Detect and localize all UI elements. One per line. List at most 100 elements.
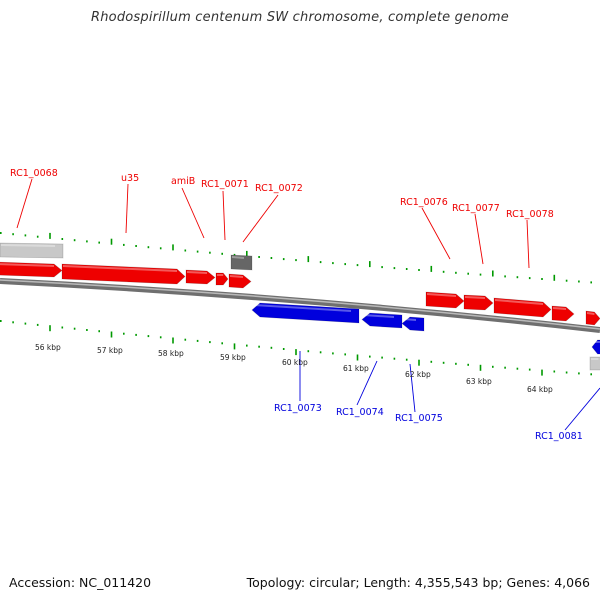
gene-rc1-0072-fwd[interactable] [228, 273, 252, 289]
inner-tick [61, 326, 64, 329]
inner-tick [565, 371, 568, 374]
leader-g72 [242, 194, 279, 243]
gene-rc1-0074-shine [363, 314, 394, 318]
inner-tick [184, 338, 187, 341]
rna-feature[interactable] [0, 242, 64, 259]
inner-tick [73, 327, 76, 330]
outer-tick [282, 258, 285, 261]
outer-tick [430, 265, 433, 272]
outer-tick [553, 274, 556, 281]
outer-tick [356, 264, 359, 267]
gene-label[interactable]: RC1_0071 [201, 179, 249, 190]
kbp-scale-labels: 56 kbp 57 kbp 58 kbp 59 kbp 60 kbp 61 kbp 62 k… [35, 343, 553, 394]
outer-tick [541, 278, 543, 280]
inner-tick [356, 354, 359, 361]
inner-tick [430, 360, 433, 363]
outer-tick [98, 241, 100, 244]
gene-rc1-0076[interactable] [425, 291, 465, 309]
gene-label[interactable]: RC1_0068 [10, 168, 58, 179]
gene-rc1-0079[interactable] [551, 305, 575, 322]
inner-tick [455, 362, 457, 365]
gene-rc1-0078-shine [495, 299, 543, 305]
leader-g71 [222, 190, 226, 241]
inner-tick [393, 357, 396, 360]
gene-label[interactable]: RC1_0078 [506, 209, 554, 220]
kbp-label: 60 kbp [282, 358, 308, 367]
outer-tick [233, 253, 236, 256]
outer-tick [49, 232, 51, 239]
outer-tick [258, 256, 260, 258]
inner-tick [442, 361, 445, 364]
inner-tick [86, 329, 88, 331]
inner-tick [24, 322, 27, 325]
leader-gu35 [125, 183, 129, 234]
inner-tick [209, 341, 211, 344]
outer-tick [61, 238, 64, 240]
rna-feature-2[interactable] [589, 356, 600, 371]
gene-rc1-0073-shine [253, 304, 351, 312]
kbp-label: 64 kbp [527, 385, 553, 394]
gene-rc1-0075-shine [403, 318, 416, 321]
gene-rc1-0068[interactable] [0, 261, 63, 278]
outer-tick [590, 281, 592, 284]
gene-rc1-0081-shine [593, 341, 600, 343]
inner-tick [282, 348, 285, 350]
outer-tick [221, 252, 223, 255]
gene-rc1-0081[interactable] [591, 339, 600, 355]
gene-rc1-0076-shine [427, 293, 456, 297]
outer-tick [209, 251, 211, 254]
gene-rc1-0080[interactable] [585, 310, 600, 326]
inner-tick [344, 353, 346, 356]
inner-tick [246, 344, 248, 347]
inner-tick [0, 320, 2, 322]
gene-label[interactable]: RC1_0077 [452, 203, 500, 214]
outer-tick [147, 246, 150, 249]
inner-tick [492, 365, 494, 368]
gene-rc1-0077[interactable] [463, 294, 494, 311]
gene-label[interactable]: u35 [121, 173, 139, 184]
gene-label[interactable]: amiB [171, 176, 195, 187]
inner-tick [135, 333, 137, 336]
gene-rc1-0074[interactable] [361, 312, 403, 329]
gene-u35[interactable] [61, 263, 186, 285]
gene-label[interactable]: RC1_0073 [274, 403, 322, 414]
outer-tick [528, 277, 531, 280]
gene-amib[interactable] [185, 269, 216, 285]
inner-tick [98, 330, 100, 333]
gene-label[interactable]: RC1_0074 [336, 407, 384, 418]
leader-g78 [526, 219, 530, 269]
chromosome-backbone [0, 278, 600, 333]
gene-rc1-0079-shine [553, 307, 566, 310]
inner-tick [504, 366, 506, 369]
gene-rc1-0073[interactable] [251, 302, 360, 324]
outer-tick [307, 256, 310, 263]
gene-label[interactable]: RC1_0075 [395, 413, 443, 424]
kbp-label: 61 kbp [343, 364, 369, 373]
kbp-label: 63 kbp [466, 377, 492, 386]
leader-g68 [16, 178, 33, 229]
map-title: Rhodospirillum centenum SW chromosome, c… [91, 10, 509, 25]
gene-rc1-0072[interactable] [230, 254, 253, 271]
gene-rc1-0078[interactable] [493, 297, 552, 318]
gene-label[interactable]: RC1_0081 [535, 431, 583, 442]
kbp-label: 59 kbp [220, 353, 246, 362]
inner-tick [233, 343, 236, 350]
inner-tick [196, 339, 199, 342]
inner-tick [541, 369, 543, 376]
gene-rc1-0075[interactable] [401, 316, 425, 332]
inner-tick [49, 325, 51, 332]
inner-tick [516, 367, 519, 370]
gene-label[interactable]: RC1_0072 [255, 183, 303, 194]
rna-feature-shine [1, 244, 55, 247]
inner-tick [147, 335, 150, 338]
gene-label[interactable]: RC1_0076 [400, 197, 448, 208]
outer-tick [295, 259, 297, 262]
outer-tick [516, 276, 519, 279]
outer-tick [36, 235, 39, 238]
kbp-label: 62 kbp [405, 370, 431, 379]
inner-tick [479, 364, 482, 371]
gene-rc1-0080-shine [587, 312, 595, 315]
gene-rc1-0071[interactable] [215, 272, 229, 286]
inner-tick [307, 350, 310, 353]
